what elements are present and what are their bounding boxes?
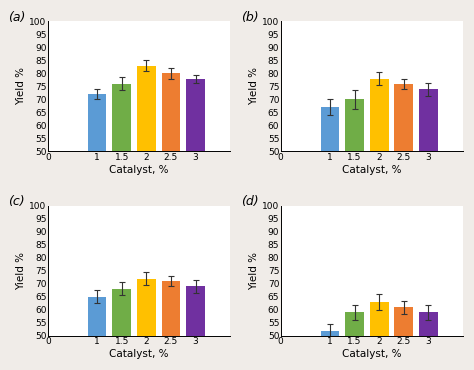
Text: (d): (d) (241, 195, 258, 208)
X-axis label: Catalyst, %: Catalyst, % (342, 165, 401, 175)
Bar (112, 84, 131, 151)
Y-axis label: Yield %: Yield % (17, 252, 27, 290)
Bar (112, 289, 131, 336)
Bar (186, 286, 205, 336)
Bar (88, 297, 107, 336)
Y-axis label: Yield %: Yield % (249, 252, 259, 290)
Bar (370, 302, 389, 336)
Bar (137, 65, 155, 151)
Bar (419, 89, 438, 151)
Bar (88, 94, 107, 151)
X-axis label: Catalyst, %: Catalyst, % (342, 349, 401, 359)
Bar (320, 330, 339, 336)
Bar (345, 100, 364, 151)
Bar (419, 312, 438, 336)
Text: (a): (a) (8, 11, 25, 24)
Bar (162, 74, 180, 151)
Bar (162, 281, 180, 336)
Bar (394, 307, 413, 336)
Bar (186, 79, 205, 151)
Text: (c): (c) (8, 195, 24, 208)
Bar (370, 79, 389, 151)
X-axis label: Catalyst, %: Catalyst, % (109, 349, 169, 359)
X-axis label: Catalyst, %: Catalyst, % (109, 165, 169, 175)
Text: (b): (b) (241, 11, 258, 24)
Y-axis label: Yield %: Yield % (17, 67, 27, 105)
Bar (320, 107, 339, 151)
Bar (137, 279, 155, 336)
Bar (345, 312, 364, 336)
Y-axis label: Yield %: Yield % (249, 67, 259, 105)
Bar (394, 84, 413, 151)
